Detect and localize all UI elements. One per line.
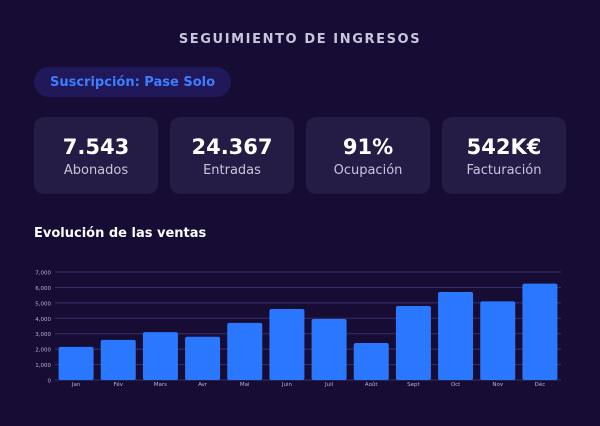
- sales-bar-chart: 0 1,000 2,000 3,000 4,000 5,000 6,000 7,000 Jan F…: [35, 271, 561, 388]
- y-tick-label: 3,000: [35, 332, 51, 338]
- kpi-card-tickets: 24.367 Entradas: [170, 117, 294, 194]
- x-tick-label: Avr: [198, 382, 208, 388]
- bar-mai[interactable]: [227, 322, 263, 380]
- kpi-value: 7.543: [62, 135, 130, 159]
- bar-juin[interactable]: [269, 309, 305, 380]
- bar-juil[interactable]: [311, 319, 347, 380]
- chart-title: Evolución de las ventas: [34, 226, 207, 241]
- subscription-filter-label: Suscripción: Pase Solo: [50, 74, 216, 90]
- kpi-card-subscribers: 7.543 Abonados: [34, 117, 158, 194]
- x-tick-label: Fév: [113, 381, 123, 388]
- kpi-value: 91%: [342, 135, 394, 159]
- kpi-label: Abonados: [63, 163, 129, 178]
- y-tick-label: 7,000: [35, 271, 51, 277]
- bar-nov[interactable]: [480, 301, 516, 380]
- bar-mars[interactable]: [142, 332, 178, 380]
- y-tick-label: 2,000: [35, 348, 51, 354]
- kpi-value: 542K€: [466, 135, 542, 159]
- bar-sept[interactable]: [395, 305, 431, 380]
- x-tick-label: Mai: [240, 382, 250, 388]
- x-tick-label: Juil: [324, 382, 334, 388]
- kpi-card-revenue: 542K€ Facturación: [442, 117, 566, 194]
- x-tick-label: Juin: [281, 382, 293, 388]
- x-tick-label: Déc: [535, 381, 546, 388]
- kpi-label: Facturación: [466, 163, 542, 178]
- subscription-filter-pill[interactable]: Suscripción: Pase Solo: [34, 67, 232, 97]
- x-tick-label: Mars: [154, 382, 167, 388]
- page-title: SEGUIMIENTO DE INGRESOS: [178, 32, 422, 47]
- x-tick-label: Oct: [451, 382, 461, 388]
- kpi-value: 24.367: [191, 135, 273, 159]
- x-tick-label: Août: [365, 381, 379, 388]
- bar-fév[interactable]: [100, 339, 136, 380]
- y-tick-label: 6,000: [35, 286, 51, 292]
- y-tick-label: 1,000: [35, 363, 51, 369]
- y-tick-label: 4,000: [35, 317, 51, 323]
- bar-jan[interactable]: [58, 346, 94, 380]
- y-tick-label: 5,000: [35, 301, 51, 307]
- bar-oct[interactable]: [438, 292, 474, 380]
- kpi-card-occupancy: 91% Ocupación: [306, 117, 430, 194]
- kpi-label: Entradas: [203, 163, 261, 178]
- x-tick-label: Sept: [407, 382, 420, 388]
- kpi-label: Ocupación: [333, 163, 403, 178]
- x-tick-label: Jan: [71, 382, 81, 388]
- bar-avr[interactable]: [185, 336, 221, 380]
- bar-déc[interactable]: [522, 283, 558, 380]
- y-tick-label: 0: [48, 379, 52, 385]
- bar-août[interactable]: [353, 342, 389, 380]
- x-tick-label: Nov: [492, 382, 503, 388]
